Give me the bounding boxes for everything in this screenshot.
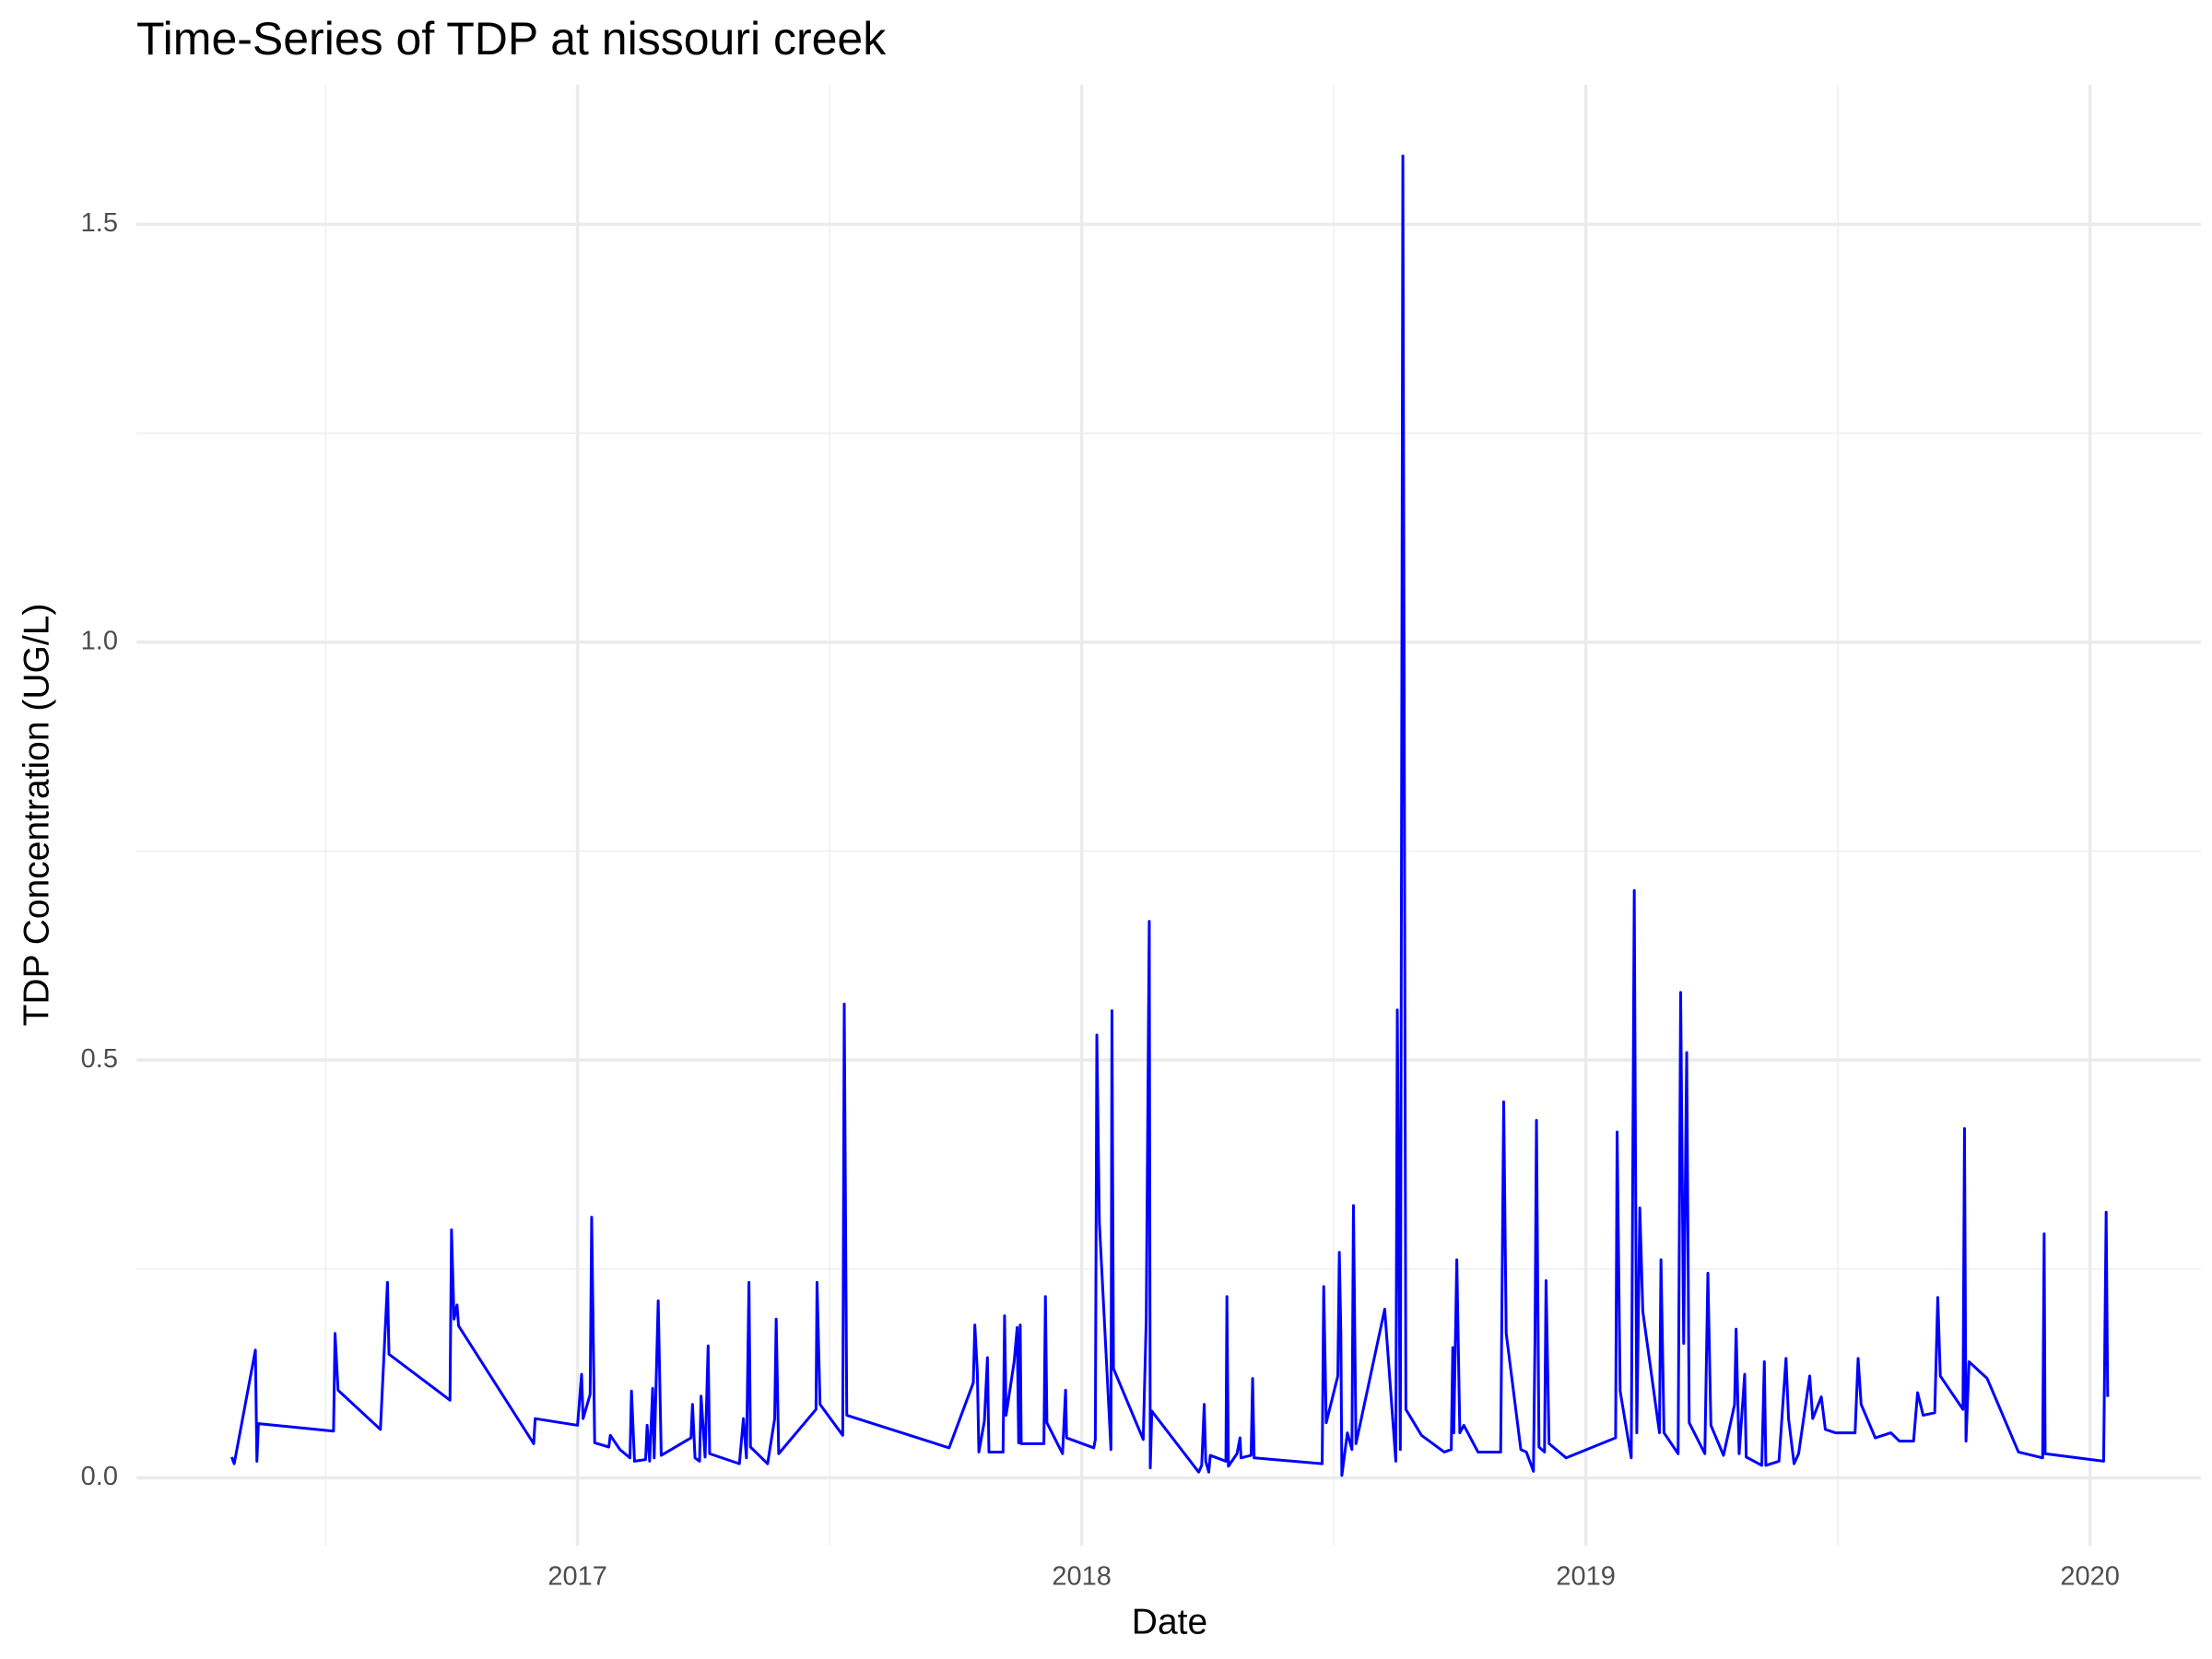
x-tick-label: 2017: [547, 1562, 607, 1592]
data-line: [229, 154, 2110, 1477]
grid: [136, 85, 2201, 1546]
y-axis-title: TDP Concentration (UG/L): [17, 604, 56, 1027]
y-tick-label: 1.0: [81, 626, 118, 655]
x-tick-label: 2020: [2060, 1562, 2120, 1592]
y-tick-label: 1.5: [81, 208, 118, 238]
chart-title: Time-Series of TDP at nissouri creek: [136, 13, 887, 65]
x-tick-label: 2018: [1052, 1562, 1112, 1592]
y-tick-label: 0.5: [81, 1044, 118, 1074]
y-tick-label: 0.0: [81, 1462, 118, 1491]
x-axis-title: Date: [1132, 1602, 1207, 1641]
x-tick-label: 2019: [1556, 1562, 1616, 1592]
plot-area: [229, 154, 2110, 1477]
